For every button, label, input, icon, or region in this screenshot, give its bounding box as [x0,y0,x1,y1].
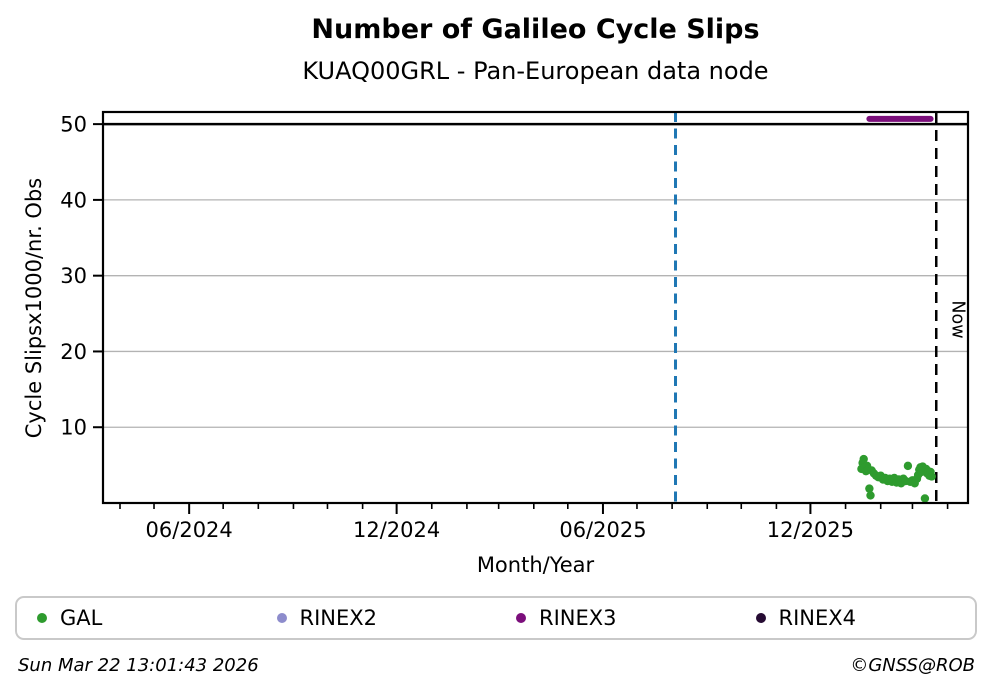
legend-item-rinex2: RINEX2 [257,606,497,630]
series-gal-point [866,491,875,500]
legend: GAL RINEX2 RINEX3 RINEX4 [15,596,977,640]
x-tick-label: 06/2024 [146,518,233,542]
series-gal-point [859,454,868,464]
chart-title: Number of Galileo Cycle Slips [311,14,760,45]
series-gal-point [865,484,874,493]
now-label: Now [947,300,967,338]
y-tick-label: 30 [60,264,87,288]
legend-label: RINEX2 [299,606,378,630]
chart-subtitle: KUAQ00GRL - Pan-European data node [302,57,769,85]
plot-frame [101,110,970,505]
rinex2-marker-icon [276,613,287,623]
legend-item-gal: GAL [17,606,257,630]
x-tick-label: 12/2025 [767,518,854,542]
legend-label: GAL [60,606,103,630]
rinex3-marker-icon [516,613,526,623]
gal-marker-icon [37,613,47,623]
y-tick-label: 40 [60,188,87,212]
x-tick-label: 12/2024 [353,518,440,542]
x-tick-label: 06/2025 [559,518,646,542]
plot-timestamp: Sun Mar 22 13:01:43 2026 [18,655,259,676]
legend-item-rinex4: RINEX4 [736,606,976,630]
y-tick-label: 10 [60,416,87,440]
y-tick-label: 20 [60,340,87,364]
legend-label: RINEX3 [539,606,617,630]
series-gal-point [920,494,930,503]
rinex4-marker-icon [755,613,766,623]
series-gal-point [927,472,936,481]
legend-label: RINEX4 [778,606,857,630]
x-axis-label: Month/Year [476,553,595,577]
series-gal-point [903,461,913,471]
y-axis-label: Cycle Slipsx1000/nr. Obs [22,177,46,439]
credit-text: ©GNSS@ROB [850,655,975,676]
legend-item-rinex3: RINEX3 [496,606,736,630]
y-tick-label: 50 [60,113,87,137]
series-layer [857,115,936,503]
